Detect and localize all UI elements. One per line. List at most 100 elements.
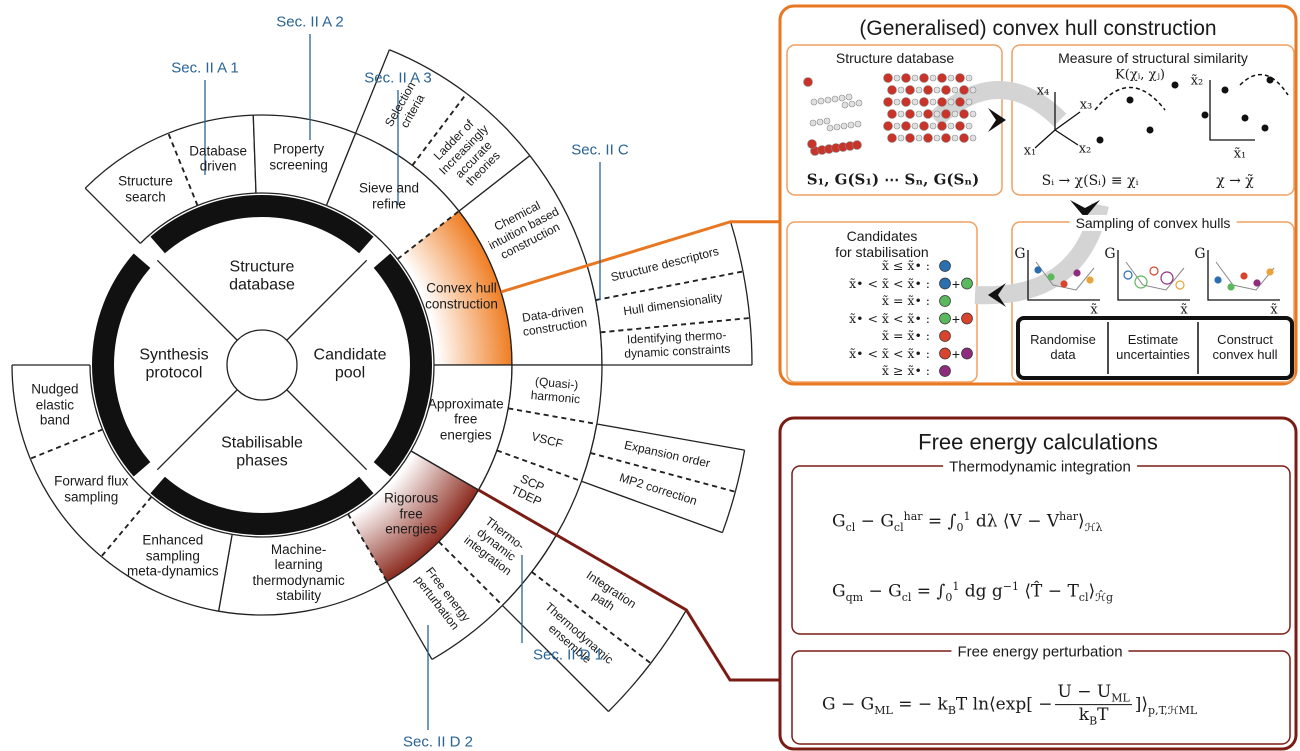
- core-divider: [286, 389, 368, 471]
- atom: [897, 110, 905, 118]
- formula-part: 0: [956, 521, 964, 535]
- sub-box: [791, 465, 1291, 635]
- formula-part: ML: [874, 703, 893, 717]
- atom: [833, 123, 841, 131]
- segment-label: Structure search: [118, 173, 173, 205]
- segment-edge: [355, 49, 468, 166]
- segment-divider: [167, 132, 199, 206]
- segment: [326, 133, 460, 260]
- formula-part: ⟩: [1088, 581, 1096, 602]
- segment: [501, 265, 602, 365]
- segment-divider: [100, 496, 153, 558]
- segment-divider: [531, 571, 652, 665]
- atom: [901, 73, 911, 83]
- atom: [816, 118, 824, 126]
- atom: [933, 134, 941, 142]
- atom: [969, 134, 977, 142]
- segment: [587, 221, 743, 301]
- section-label: Sec. II C: [571, 141, 629, 159]
- atom: [929, 98, 937, 106]
- atom: [947, 122, 955, 130]
- point: [1096, 136, 1104, 144]
- sample: [1160, 271, 1174, 285]
- atom: [965, 122, 973, 130]
- atom: [823, 117, 831, 125]
- cycle-ring: [92, 253, 151, 477]
- formula-part: k: [1078, 705, 1090, 726]
- condition: x̃ ≤ x̃• :: [881, 257, 930, 273]
- mini-axes: [1207, 250, 1280, 301]
- sample: [1149, 266, 1159, 276]
- box-title: Measure of structural similarity: [1052, 49, 1254, 67]
- atom: [929, 122, 937, 130]
- segment-divider: [84, 187, 141, 244]
- segment-edge: [168, 114, 257, 207]
- formula-part: ML: [1111, 691, 1130, 705]
- axis-label: G: [1194, 245, 1206, 262]
- sub-box: [1011, 44, 1295, 196]
- sample: [1240, 272, 1248, 280]
- candidate-dot: [939, 330, 951, 342]
- atom: [809, 119, 817, 127]
- segment-divider: [590, 452, 736, 493]
- segment: [595, 271, 750, 333]
- formula-part: G − G: [822, 694, 875, 715]
- segment-label: Approximate free energies: [427, 396, 504, 443]
- core-divider: [156, 389, 238, 471]
- hull: [1215, 261, 1275, 291]
- atom: [905, 109, 915, 119]
- formula-part: dg g: [959, 581, 1003, 602]
- atom: [937, 97, 947, 107]
- section-label: Sec. II A 2: [276, 13, 344, 31]
- axis-label: G: [1104, 245, 1116, 262]
- atom: [965, 74, 973, 82]
- segment-edge: [412, 92, 531, 212]
- segment-label: Property screening: [269, 141, 328, 173]
- atom: [959, 85, 969, 95]
- caption: χ → χ̃: [1216, 172, 1254, 189]
- connector: [500, 220, 781, 294]
- segment-edge: [458, 155, 588, 293]
- sample: [1086, 276, 1094, 284]
- atom: [905, 85, 915, 95]
- caption: Sᵢ → χ(Sᵢ) ≡ χᵢ: [1041, 172, 1139, 189]
- atom: [803, 77, 813, 87]
- atom: [955, 73, 965, 83]
- segment-edge: [386, 541, 503, 661]
- atom: [824, 96, 832, 104]
- panel-title: Free energy calculations: [918, 429, 1158, 455]
- atom: [847, 121, 855, 129]
- section-label: Sec. II D 2: [402, 733, 474, 751]
- box-title: Sampling of convex hulls: [1069, 214, 1237, 232]
- condition: x̃• < x̃ < x̃• :: [849, 275, 930, 291]
- atom: [911, 122, 919, 130]
- segment-label: Identifying thermo- dynamic constraints: [623, 327, 731, 361]
- caption: S₁, G(S₁) ⋯ Sₙ, G(Sₙ): [806, 170, 980, 189]
- atom: [831, 95, 839, 103]
- segment: [30, 429, 152, 557]
- mini-axes: [1027, 250, 1100, 301]
- axis-label: x₁: [1023, 143, 1037, 159]
- kernel-label: K(χᵢ, χⱼ): [1115, 67, 1165, 83]
- atom: [941, 109, 951, 119]
- atom: [887, 109, 897, 119]
- atom: [947, 74, 955, 82]
- connector: [477, 488, 781, 682]
- segment-divider: [458, 155, 531, 212]
- segment-divider: [501, 604, 609, 712]
- formula-part: ℋλ: [1084, 521, 1103, 535]
- atom: [883, 97, 893, 107]
- sample: [1227, 283, 1235, 291]
- segment-divider: [438, 541, 504, 607]
- formula-part: G: [832, 511, 846, 532]
- formula-part: qm: [845, 591, 864, 605]
- segment-divider: [29, 428, 103, 460]
- panel-title: (Generalised) convex hull construction: [859, 16, 1217, 40]
- atom: [893, 74, 901, 82]
- sample: [1034, 266, 1042, 274]
- sample: [1123, 270, 1133, 280]
- axis-label: x̃₂: [1190, 73, 1204, 89]
- segment-label: Rigorous free energies: [384, 490, 439, 537]
- atom: [838, 94, 846, 102]
- formula-part: cl: [845, 521, 856, 535]
